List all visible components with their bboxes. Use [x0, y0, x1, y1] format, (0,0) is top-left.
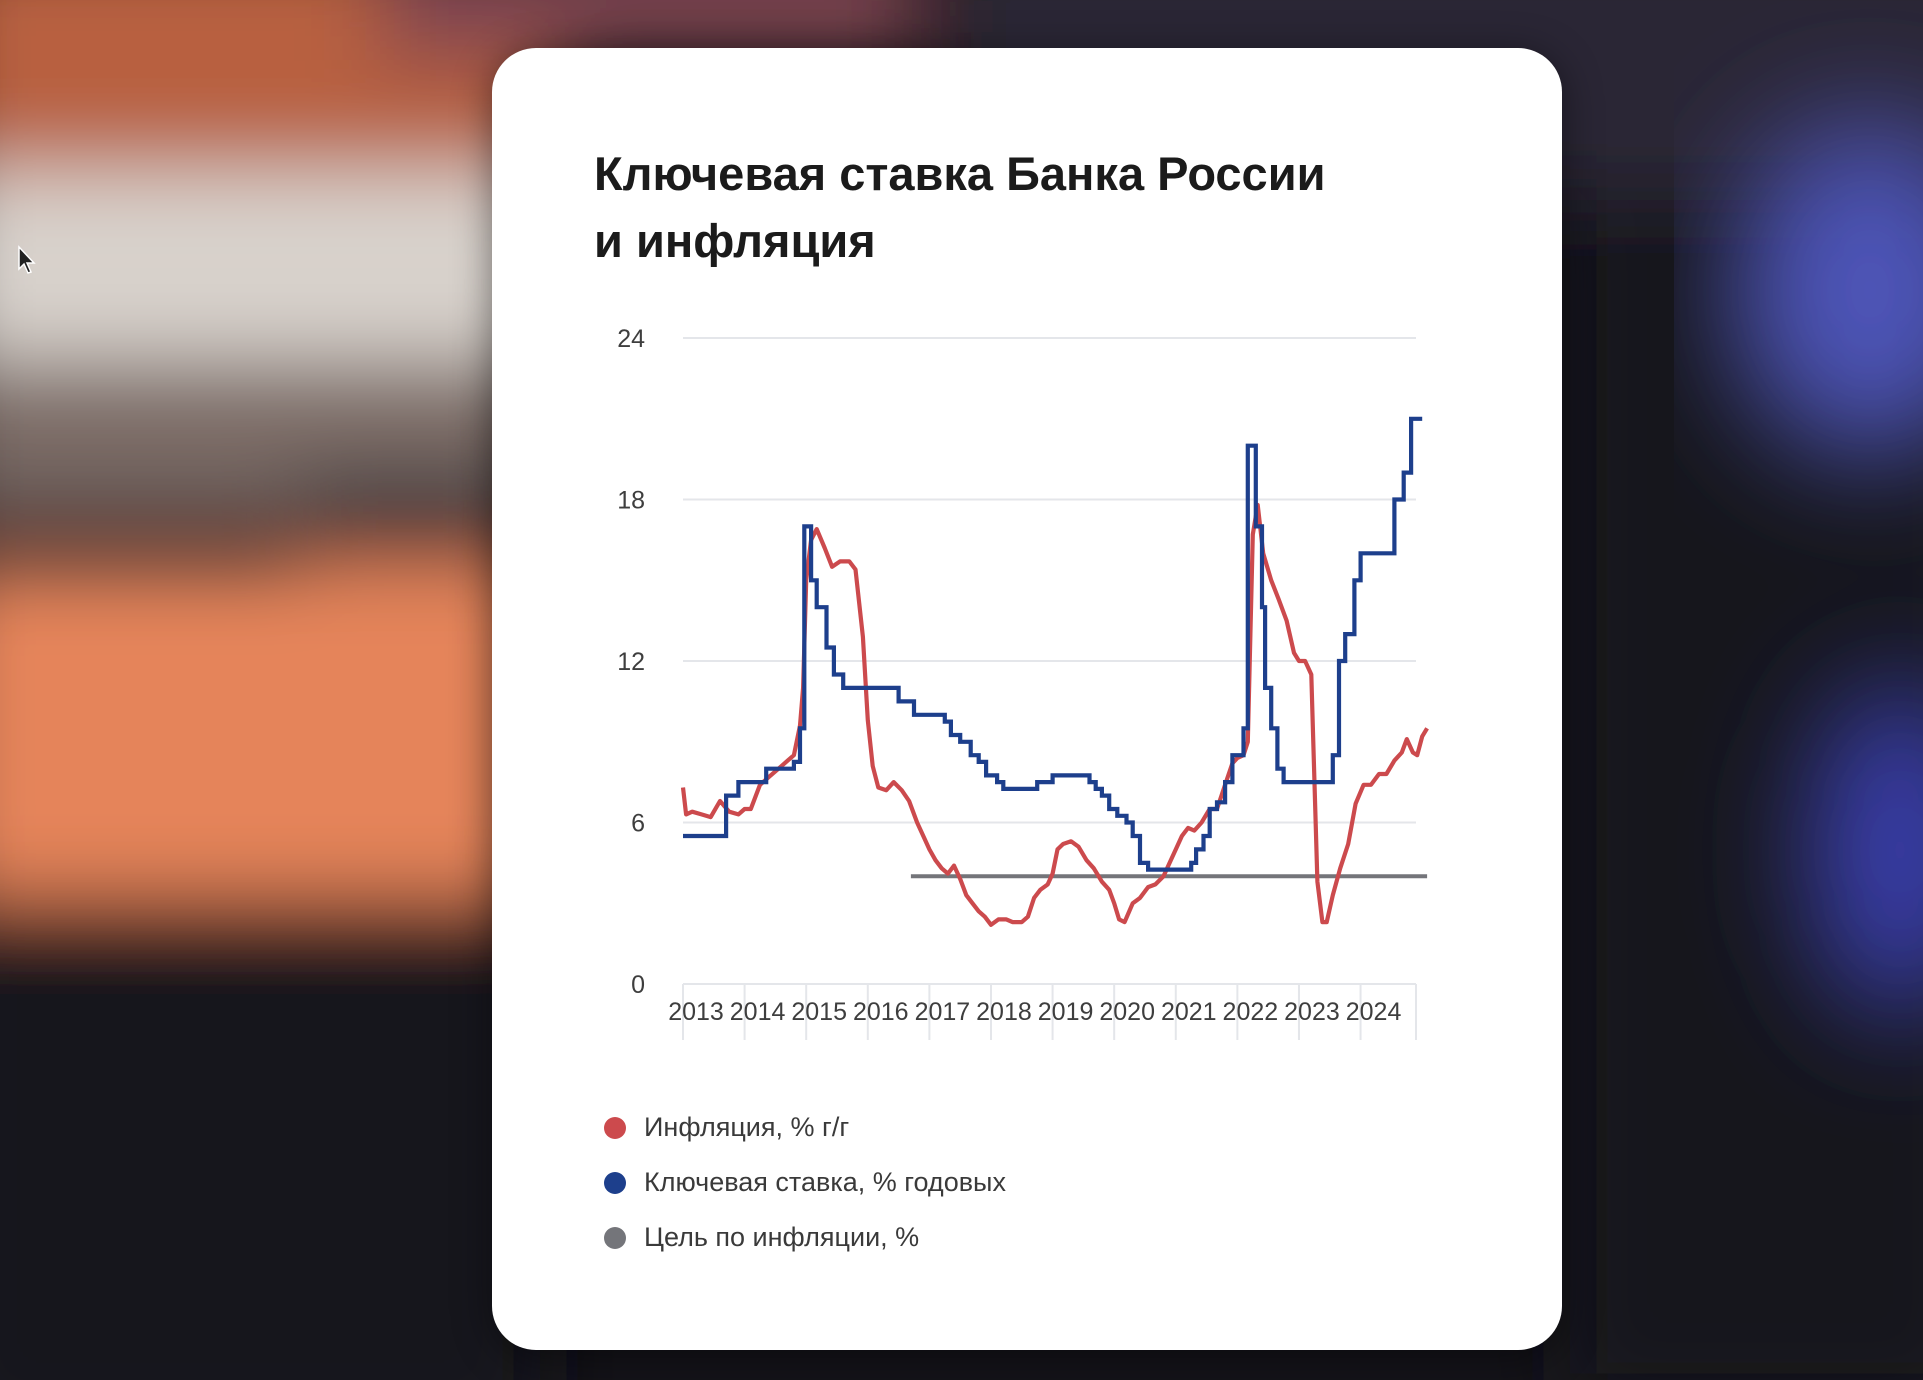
- y-tick-label-6: 6: [631, 810, 645, 838]
- series-lines: [680, 416, 1429, 927]
- x-tick-label-2020: 2020: [1099, 998, 1155, 1026]
- x-tick-label-2024: 2024: [1346, 998, 1402, 1026]
- line-chart: 2013 2014 2015 2016 2017 2018 2019 2020 2021 2022…: [617, 325, 1429, 1040]
- y-tick-label-0: 0: [631, 971, 645, 999]
- x-tick-label-2017: 2017: [915, 998, 971, 1026]
- mouse-cursor-icon: [18, 245, 36, 274]
- x-tick-label-2016: 2016: [853, 998, 909, 1026]
- chart-title-line-1: Ключевая ставка Банка России: [594, 147, 1326, 200]
- legend-swatch-inflation: [604, 1116, 626, 1139]
- chart-title-line-2: и инфляция: [594, 214, 876, 267]
- x-axis-labels: 2013 2014 2015 2016 2017 2018 2019 2020 2021 2022…: [668, 998, 1401, 1026]
- legend-swatch-key-rate: [604, 1171, 626, 1194]
- legend-item-target[interactable]: Цель по инфляции, %: [604, 1210, 1006, 1265]
- legend: Инфляция, % г/г Ключевая ставка, % годов…: [604, 1100, 1006, 1265]
- x-tick-label-2021: 2021: [1161, 998, 1217, 1026]
- y-axis-labels: 0 6 12 18 24: [617, 325, 645, 999]
- y-tick-label-18: 18: [617, 487, 645, 515]
- x-tick-label-2022: 2022: [1223, 998, 1279, 1026]
- legend-label-target: Цель по инфляции, %: [644, 1222, 920, 1252]
- legend-item-inflation[interactable]: Инфляция, % г/г: [604, 1100, 1006, 1155]
- x-tick-label-2023: 2023: [1284, 998, 1340, 1026]
- legend-label-inflation: Инфляция, % г/г: [644, 1112, 850, 1142]
- chart-card: [492, 48, 1562, 1350]
- legend-item-key-rate[interactable]: Ключевая ставка, % годовых: [604, 1155, 1006, 1210]
- y-tick-label-24: 24: [617, 325, 645, 353]
- x-tick-label-2019: 2019: [1038, 998, 1094, 1026]
- x-tick-label-2014: 2014: [730, 998, 786, 1026]
- x-axis-ticks: [682, 983, 1417, 1040]
- series-line-inflation: [680, 502, 1429, 927]
- chart-title: Ключевая ставка Банка России и инфляция: [594, 140, 1494, 274]
- legend-swatch-target: [604, 1226, 626, 1249]
- x-tick-label-2015: 2015: [791, 998, 847, 1026]
- legend-label-key-rate: Ключевая ставка, % годовых: [644, 1167, 1006, 1197]
- x-tick-label-2013: 2013: [668, 998, 724, 1026]
- y-tick-label-12: 12: [617, 648, 645, 676]
- x-tick-label-2018: 2018: [976, 998, 1032, 1026]
- series-line-key_rate: [683, 416, 1423, 872]
